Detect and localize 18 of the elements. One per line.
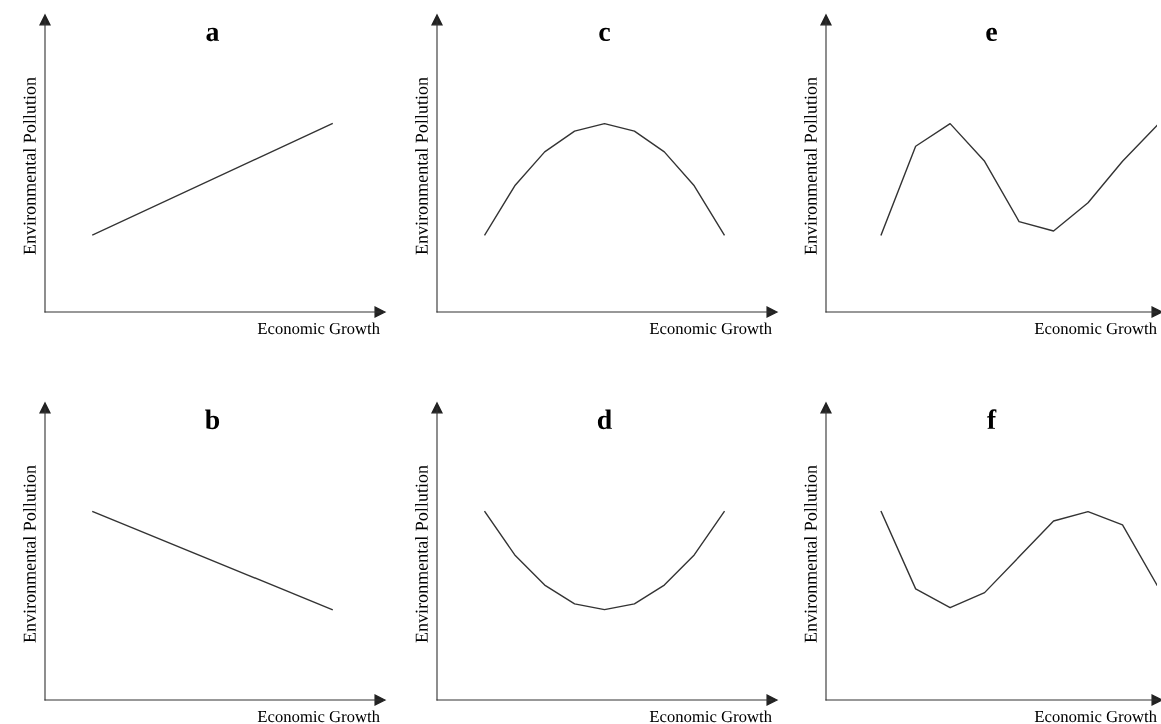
chart-title: d bbox=[597, 409, 612, 430]
chart-title: a bbox=[206, 27, 220, 42]
chart-title: b bbox=[205, 409, 220, 430]
y-axis-title: Environmental Pollution bbox=[804, 77, 817, 255]
x-axis-title: Economic Growth bbox=[257, 322, 380, 335]
chart-title: c bbox=[599, 27, 610, 42]
chart-title: e bbox=[986, 27, 997, 42]
x-axis-title: Economic Growth bbox=[257, 710, 380, 723]
x-axis-title: Economic Growth bbox=[1034, 710, 1157, 723]
y-axis-title: Environmental Pollution bbox=[804, 465, 817, 643]
x-axis-title: Economic Growth bbox=[1034, 322, 1157, 335]
y-axis-title: Environmental Pollution bbox=[23, 77, 36, 255]
x-axis-title: Economic Growth bbox=[649, 710, 772, 723]
y-axis-title: Environmental Pollution bbox=[415, 465, 428, 643]
y-axis-title: Environmental Pollution bbox=[415, 77, 428, 255]
y-axis-title: Environmental Pollution bbox=[23, 465, 36, 643]
x-axis-title: Economic Growth bbox=[649, 322, 772, 335]
chart-title: f bbox=[987, 409, 997, 429]
